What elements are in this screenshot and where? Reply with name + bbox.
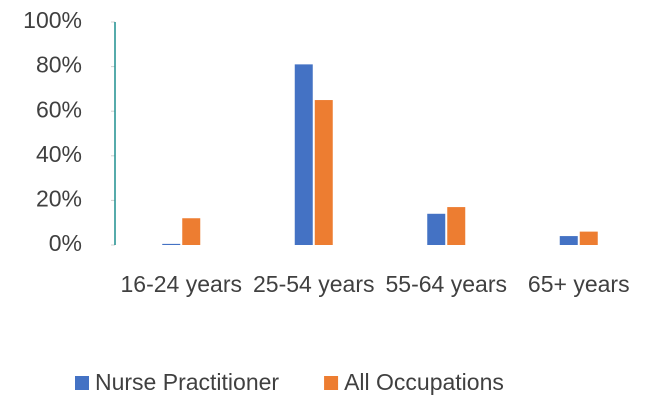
y-tick-label: 40% [36, 141, 82, 167]
bar [182, 218, 201, 245]
x-tick-label: 55-64 years [385, 271, 507, 297]
y-tick-label: 60% [36, 96, 82, 122]
y-tick-label: 0% [49, 230, 82, 256]
y-tick-label: 80% [36, 52, 82, 78]
y-tick-label: 100% [23, 7, 82, 33]
bar [294, 64, 313, 246]
bar [162, 243, 181, 245]
bar [579, 231, 598, 245]
legend-label: Nurse Practitioner [95, 369, 279, 395]
bar [447, 207, 466, 245]
bar [314, 100, 333, 245]
legend-swatch [324, 376, 339, 390]
bar [427, 213, 446, 245]
x-tick-label: 16-24 years [120, 271, 242, 297]
x-tick-label: 25-54 years [253, 271, 375, 297]
legend-swatch [75, 376, 89, 390]
bar [559, 236, 578, 245]
legend-label: All Occupations [344, 369, 504, 395]
y-tick-label: 20% [36, 185, 82, 211]
x-tick-label: 65+ years [527, 271, 630, 297]
